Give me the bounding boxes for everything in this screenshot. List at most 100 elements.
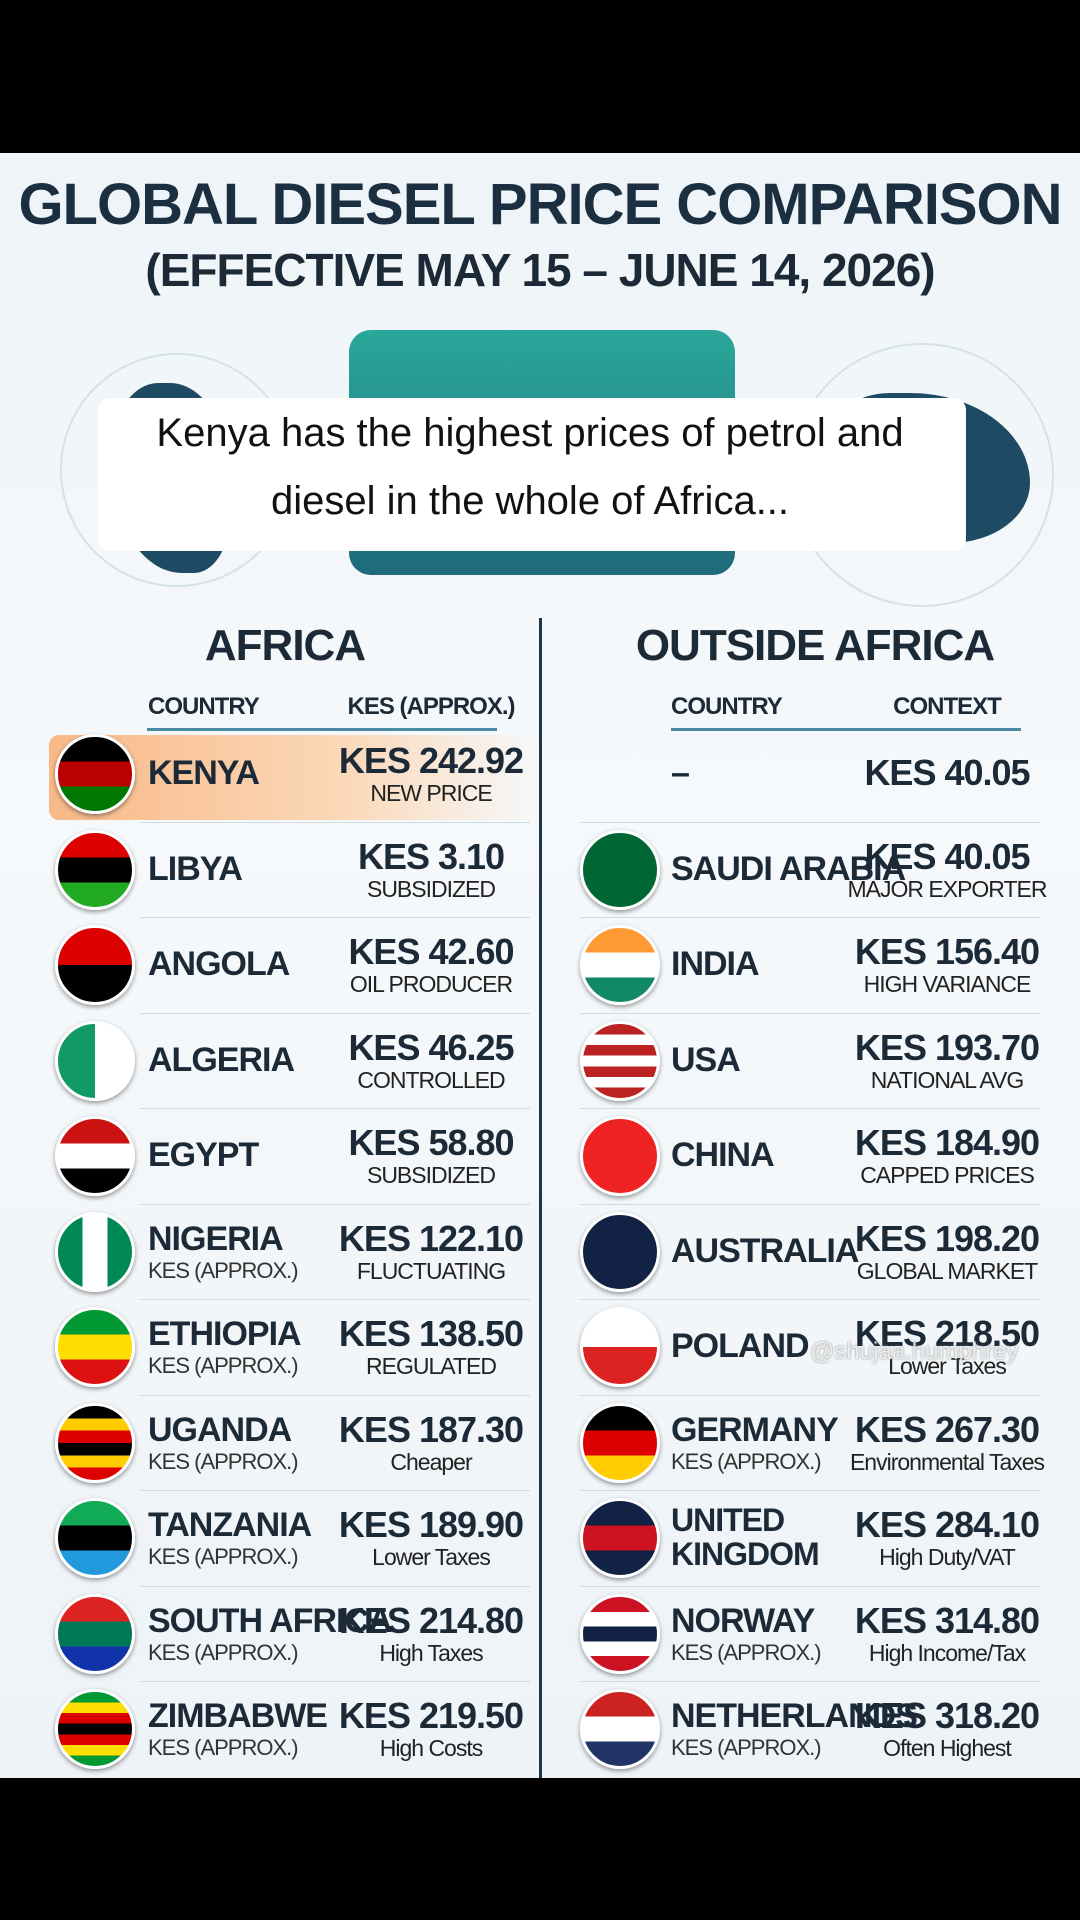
- country-name: GERMANY: [671, 1410, 839, 1449]
- price: KES 314.80: [854, 1599, 1040, 1641]
- price: KES 3.10: [357, 835, 505, 877]
- header-rule: [671, 728, 1021, 731]
- caption-line: Kenya has the highest prices of petrol a…: [156, 411, 904, 455]
- price-note: High Income/Tax: [868, 1639, 1026, 1666]
- row-separator: [580, 1203, 1040, 1205]
- flag: [55, 1211, 135, 1292]
- flag: [580, 1689, 660, 1769]
- price-note: CONTROLLED: [357, 1066, 505, 1093]
- title: GLOBAL DIESEL PRICE COMPARISON: [18, 172, 1062, 237]
- country-sub: KES (APPROX.): [148, 1735, 299, 1760]
- flag: [580, 925, 660, 1005]
- flag: [580, 1307, 660, 1387]
- flag: [55, 1593, 135, 1674]
- country-name: ANGOLA: [148, 945, 290, 983]
- price-note: SUBSIDIZED: [366, 1162, 496, 1188]
- watermark: @shujaa.humphrey: [810, 1338, 1019, 1365]
- price: KES 40.05: [864, 835, 1030, 877]
- header-rule: [147, 728, 497, 731]
- country-sub: KES (APPROX.): [148, 1639, 299, 1665]
- price: KES 218.50: [854, 1313, 1040, 1354]
- price: KES 187.30: [338, 1408, 524, 1450]
- price-note: High Duty/VAT: [879, 1544, 1016, 1570]
- price-note: NEW PRICE: [370, 780, 492, 806]
- row-separator: [580, 1585, 1040, 1587]
- row-separator: [580, 1490, 1040, 1491]
- column-divider: [539, 618, 542, 1778]
- country-name: SOUTH AFRICA: [148, 1601, 393, 1640]
- row-separator: [140, 1585, 530, 1587]
- country-name: USA: [671, 1040, 741, 1079]
- price-note: MAJOR EXPORTER: [847, 875, 1048, 902]
- price-note: Cheaper: [390, 1448, 472, 1475]
- price: KES 267.30: [854, 1408, 1040, 1450]
- row-separator: [140, 1012, 530, 1014]
- country-sub: KES (APPROX.): [148, 1353, 299, 1378]
- price: KES 214.80: [338, 1599, 524, 1641]
- country-name: ETHIOPIA: [148, 1315, 302, 1353]
- row-separator: [580, 1394, 1040, 1396]
- flag: [55, 925, 135, 1005]
- country-name: UNITED: [671, 1502, 785, 1538]
- row-separator: [580, 1108, 1040, 1109]
- row-separator: [580, 1012, 1040, 1014]
- country-name: KENYA: [148, 754, 260, 792]
- price-note: SUBSIDIZED: [366, 875, 496, 902]
- column-header: COUNTRY: [148, 693, 260, 720]
- row-separator: [140, 821, 530, 823]
- country-name: NIGERIA: [148, 1219, 284, 1258]
- flag: [55, 1116, 135, 1196]
- flag: [580, 1593, 660, 1674]
- price-note: FLUCTUATING: [356, 1257, 506, 1284]
- country-name: UGANDA: [148, 1410, 292, 1449]
- price: KES 156.40: [854, 931, 1040, 972]
- flag: [55, 1020, 135, 1101]
- country-name: KINGDOM: [671, 1536, 820, 1572]
- price-note: High Taxes: [379, 1639, 483, 1666]
- price: KES 42.60: [348, 931, 514, 972]
- country-sub: KES (APPROX.): [671, 1639, 822, 1665]
- price: KES 318.20: [854, 1695, 1040, 1736]
- price: KES 58.80: [348, 1122, 514, 1163]
- section-heading: AFRICA: [204, 621, 366, 670]
- row-separator: [140, 1108, 530, 1109]
- price: KES 193.70: [854, 1026, 1040, 1068]
- price-note: Lower Taxes: [372, 1544, 491, 1570]
- caption-line: diesel in the whole of Africa...: [270, 479, 790, 523]
- price: KES 184.90: [854, 1122, 1040, 1163]
- price: KES 198.20: [854, 1217, 1040, 1259]
- price: KES 40.05: [864, 752, 1030, 793]
- row-separator: [580, 917, 1040, 918]
- price: KES 219.50: [338, 1695, 524, 1736]
- row-separator: [140, 1394, 530, 1396]
- country-name: LIBYA: [148, 849, 243, 888]
- country-sub: KES (APPROX.): [671, 1735, 822, 1760]
- price-note: High Costs: [379, 1735, 483, 1761]
- price-note: CAPPED PRICES: [860, 1162, 1035, 1188]
- price-note: Lower Taxes: [888, 1353, 1007, 1379]
- price: KES 189.90: [338, 1504, 524, 1545]
- column-header: KES (APPROX.): [347, 693, 515, 720]
- flag: [55, 1402, 135, 1483]
- country-name: ZIMBABWE: [148, 1697, 328, 1735]
- flag: [55, 1689, 135, 1769]
- country-name: TANZANIA: [148, 1506, 312, 1544]
- price: KES 242.92: [338, 740, 524, 781]
- price-note: Environmental Taxes: [849, 1448, 1045, 1475]
- row-separator: [580, 1299, 1040, 1300]
- row-separator: [140, 1203, 530, 1205]
- country-name: ALGERIA: [148, 1040, 295, 1079]
- subtitle: (EFFECTIVE MAY 15 – JUNE 14, 2026): [145, 244, 935, 296]
- country-name: CHINA: [671, 1136, 775, 1174]
- row-separator: [580, 821, 1040, 823]
- row-separator: [580, 1681, 1040, 1682]
- caption-box: [98, 398, 966, 551]
- country-name: POLAND: [671, 1327, 810, 1365]
- price-note: OIL PRODUCER: [349, 971, 513, 997]
- country-sub: KES (APPROX.): [671, 1448, 822, 1474]
- price-note: REGULATED: [366, 1353, 497, 1379]
- price: KES 46.25: [348, 1026, 514, 1068]
- flag: [580, 1020, 660, 1101]
- column-header: CONTEXT: [893, 693, 1002, 720]
